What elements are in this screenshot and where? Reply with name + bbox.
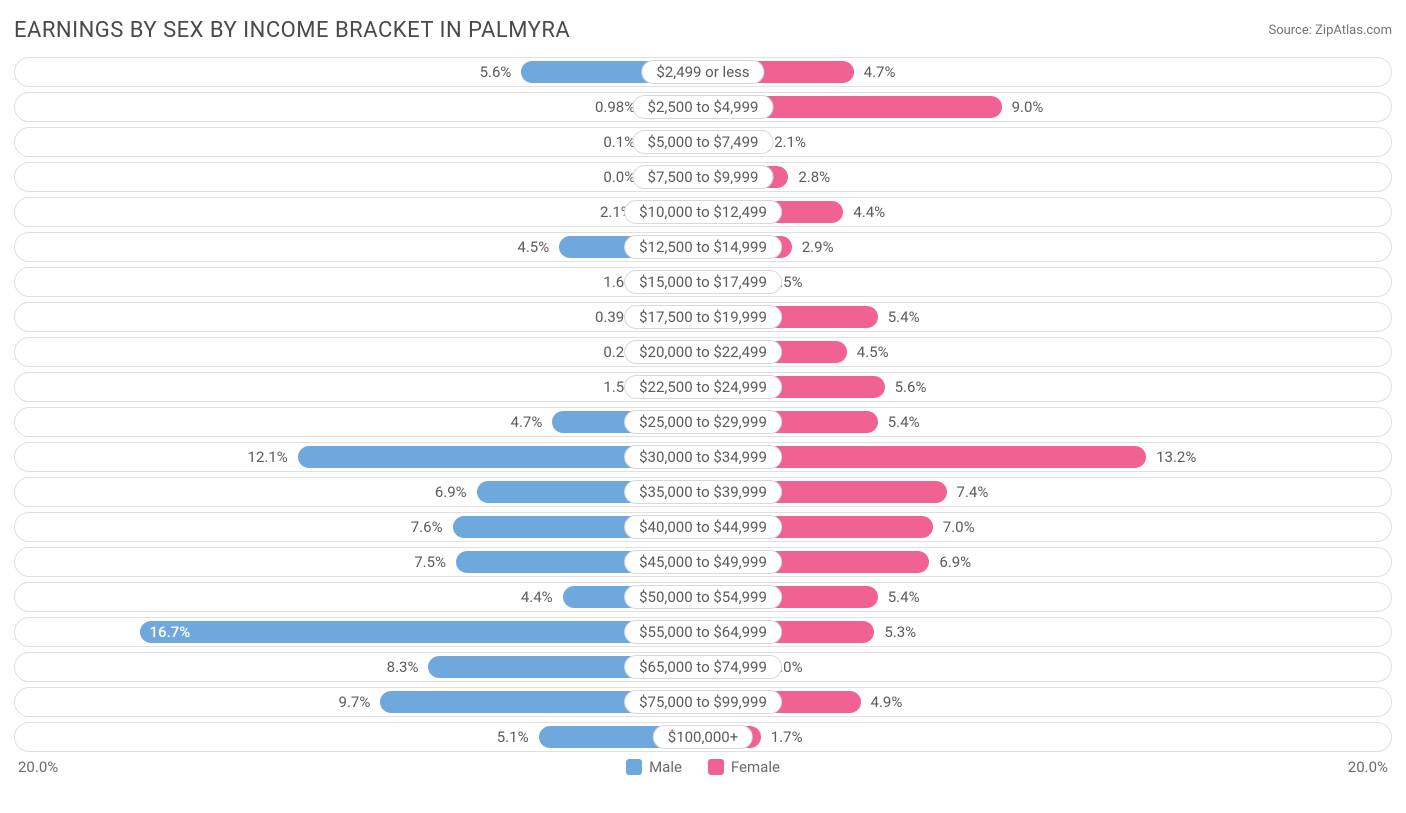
male-value: 4.5%	[517, 238, 549, 256]
female-value: 1.7%	[771, 728, 803, 746]
chart-row: 4.4% 5.4% $50,000 to $54,999	[14, 582, 1392, 612]
female-value: 5.4%	[888, 308, 920, 326]
bracket-label: $22,500 to $24,999	[624, 375, 782, 399]
male-value: 5.6%	[480, 63, 512, 81]
female-value: 7.0%	[943, 518, 975, 536]
chart-row: 7.5% 6.9% $45,000 to $49,999	[14, 547, 1392, 577]
male-value: 4.4%	[521, 588, 553, 606]
female-value: 2.8%	[798, 168, 830, 186]
male-value: 7.6%	[411, 518, 443, 536]
chart-title: EARNINGS BY SEX BY INCOME BRACKET IN PAL…	[14, 18, 570, 43]
female-value: 5.4%	[888, 588, 920, 606]
chart-row: 7.6% 7.0% $40,000 to $44,999	[14, 512, 1392, 542]
male-value: 8.3%	[387, 658, 419, 676]
male-swatch-icon	[626, 759, 642, 775]
legend: Male Female	[58, 758, 1348, 776]
chart-row: 12.1% 13.2% $30,000 to $34,999	[14, 442, 1392, 472]
chart-header: EARNINGS BY SEX BY INCOME BRACKET IN PAL…	[14, 18, 1392, 43]
bracket-label: $55,000 to $64,999	[624, 620, 782, 644]
female-value: 4.5%	[857, 343, 889, 361]
bracket-label: $5,000 to $7,499	[633, 130, 774, 154]
female-value: 5.3%	[884, 623, 916, 641]
chart-row: 0.39%5.4%$17,500 to $19,999	[14, 302, 1392, 332]
chart-row: 4.5% 2.9% $12,500 to $14,999	[14, 232, 1392, 262]
chart-footer: 20.0% Male Female 20.0%	[14, 758, 1392, 776]
male-value: 12.1%	[248, 448, 288, 466]
bracket-label: $20,000 to $22,499	[624, 340, 782, 364]
bracket-label: $75,000 to $99,999	[624, 690, 782, 714]
bracket-label: $17,500 to $19,999	[624, 305, 782, 329]
chart-row: 2.1%4.4%$10,000 to $12,499	[14, 197, 1392, 227]
chart-row: 0.2%4.5%$20,000 to $22,499	[14, 337, 1392, 367]
bracket-label: $12,500 to $14,999	[624, 235, 782, 259]
bracket-label: $2,499 or less	[641, 60, 764, 84]
legend-male-label: Male	[649, 758, 682, 776]
female-value: 5.6%	[895, 378, 927, 396]
legend-female: Female	[708, 758, 780, 776]
chart-row: 16.7% 5.3% $55,000 to $64,999	[14, 617, 1392, 647]
male-value: 5.1%	[497, 728, 529, 746]
bracket-label: $65,000 to $74,999	[624, 655, 782, 679]
female-swatch-icon	[708, 759, 724, 775]
female-value: 4.7%	[864, 63, 896, 81]
female-value: 13.2%	[1156, 448, 1196, 466]
chart-row: 4.7% 5.4% $25,000 to $29,999	[14, 407, 1392, 437]
legend-male: Male	[626, 758, 682, 776]
chart-row: 6.9% 7.4% $35,000 to $39,999	[14, 477, 1392, 507]
chart-row: 9.7% 4.9% $75,000 to $99,999	[14, 687, 1392, 717]
diverging-bar-chart: 5.6% 4.7% $2,499 or less 0.98% 9.0% $2,500 to…	[14, 57, 1392, 752]
bracket-label: $10,000 to $12,499	[624, 200, 782, 224]
female-value: 4.9%	[871, 693, 903, 711]
chart-source: Source: ZipAtlas.com	[1268, 23, 1392, 38]
male-value: 0.0%	[603, 168, 635, 186]
chart-row: 5.6% 4.7% $2,499 or less	[14, 57, 1392, 87]
female-value: 6.9%	[939, 553, 971, 571]
bracket-label: $30,000 to $34,999	[624, 445, 782, 469]
male-value: 0.98%	[595, 98, 635, 116]
female-value: 4.4%	[853, 203, 885, 221]
bracket-label: $25,000 to $29,999	[624, 410, 782, 434]
chart-row: 0.1% 2.1%$5,000 to $7,499	[14, 127, 1392, 157]
legend-female-label: Female	[731, 758, 780, 776]
bracket-label: $35,000 to $39,999	[624, 480, 782, 504]
bracket-label: $2,500 to $4,999	[633, 95, 774, 119]
male-value: 9.7%	[339, 693, 371, 711]
female-value: 5.4%	[888, 413, 920, 431]
chart-row: 5.1% 1.7% $100,000+	[14, 722, 1392, 752]
bracket-label: $7,500 to $9,999	[633, 165, 774, 189]
female-value: 9.0%	[1012, 98, 1044, 116]
female-value: 7.4%	[957, 483, 989, 501]
bracket-label: $40,000 to $44,999	[624, 515, 782, 539]
chart-row: 0.98% 9.0% $2,500 to $4,999	[14, 92, 1392, 122]
bracket-label: $15,000 to $17,499	[624, 270, 782, 294]
bracket-label: $45,000 to $49,999	[624, 550, 782, 574]
axis-max-right: 20.0%	[1348, 758, 1388, 776]
male-value: 7.5%	[414, 553, 446, 571]
female-value: 2.9%	[802, 238, 834, 256]
male-value: 4.7%	[511, 413, 543, 431]
male-value: 0.1%	[603, 133, 635, 151]
chart-row: 1.5%5.6%$22,500 to $24,999	[14, 372, 1392, 402]
chart-row: 0.0% 2.8% $7,500 to $9,999	[14, 162, 1392, 192]
axis-max-left: 20.0%	[18, 758, 58, 776]
bracket-label: $50,000 to $54,999	[624, 585, 782, 609]
male-value: 6.9%	[435, 483, 467, 501]
chart-row: 1.6%1.5%$15,000 to $17,499	[14, 267, 1392, 297]
male-value: 16.7%	[150, 623, 191, 641]
female-value: 2.1%	[774, 133, 806, 151]
bracket-label: $100,000+	[653, 725, 753, 749]
chart-row: 8.3%0.0%$65,000 to $74,999	[14, 652, 1392, 682]
